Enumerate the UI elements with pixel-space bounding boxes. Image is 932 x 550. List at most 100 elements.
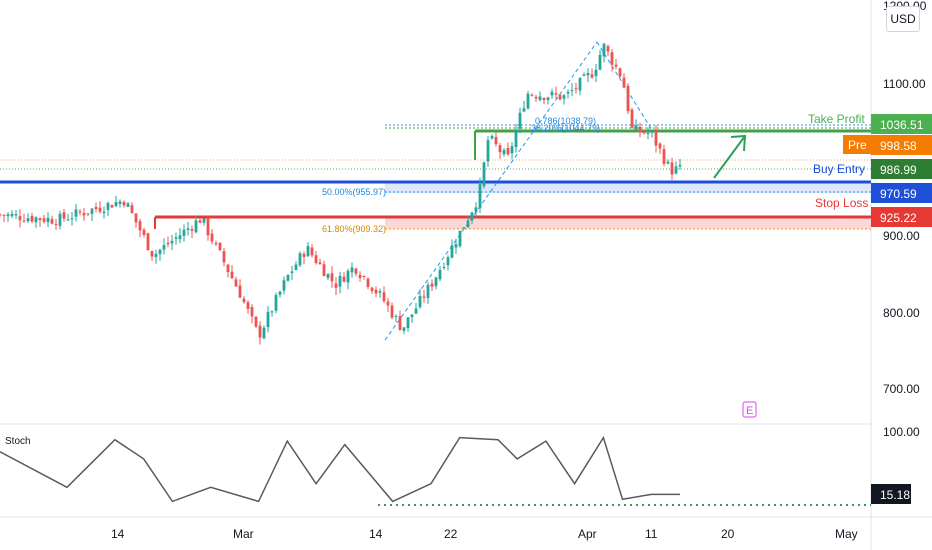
candle-body [634, 125, 638, 130]
buy-entry-price-tag-text: 970.59 [880, 187, 917, 201]
candle-body [434, 277, 438, 287]
current-price-tag [871, 159, 932, 179]
take-profit-price-tag [871, 114, 932, 134]
candle-body [586, 73, 590, 76]
candle-body [446, 257, 450, 266]
currency-selector[interactable]: USD [886, 6, 920, 32]
candle-body [606, 45, 610, 52]
candle-body [610, 52, 614, 65]
event-marker[interactable] [742, 401, 757, 418]
candle-body [102, 211, 106, 214]
candle-body [122, 202, 126, 206]
candle-body [78, 211, 82, 213]
candle-body [94, 206, 98, 209]
candle-body [54, 224, 58, 226]
candle-body [34, 217, 38, 223]
stoch-value-tag-text: 15.18 [880, 488, 910, 502]
candle-body [566, 91, 570, 94]
candle-body [194, 220, 198, 233]
candle-body [6, 214, 10, 217]
candle-body [382, 292, 386, 302]
candle-body [242, 298, 246, 303]
candle-body [2, 214, 6, 216]
time-tick-apr11: 11 [645, 527, 658, 541]
time-tick-feb14: 14 [111, 527, 125, 541]
projection-arrow [713, 135, 746, 179]
candle-body [298, 253, 302, 266]
candle-body [526, 93, 530, 109]
candle-body [334, 283, 338, 288]
candle-body [590, 74, 594, 78]
candle-body [14, 214, 18, 216]
candle-body [478, 184, 482, 209]
candle-body [186, 228, 190, 231]
candle-body [282, 280, 286, 291]
candle-body [470, 212, 474, 221]
candle-body [130, 205, 134, 213]
candle-body [290, 271, 294, 274]
candle-body [438, 269, 442, 280]
candle-body [574, 88, 578, 90]
candle-body [582, 74, 586, 76]
candle-body [314, 255, 318, 264]
candle-body [146, 233, 150, 251]
candle-body [230, 271, 234, 279]
candle-body [142, 229, 146, 235]
candle-body [374, 289, 378, 294]
candle-body [306, 246, 310, 257]
candle-body [638, 126, 642, 133]
current-price-tag-text: 986.99 [880, 163, 917, 177]
candle-body [126, 203, 130, 207]
candle-body [666, 161, 670, 164]
candle-body [174, 237, 178, 239]
candle-body [402, 327, 406, 331]
stoch-label: Stoch [5, 436, 31, 447]
candle-body [530, 94, 534, 96]
candle-body [274, 295, 278, 311]
candle-body [542, 97, 546, 101]
candle-body [450, 245, 454, 258]
candle-body [370, 287, 374, 292]
candle-body [38, 218, 42, 221]
candle-body [42, 218, 46, 222]
candle-body [74, 209, 78, 217]
candle-body [482, 162, 486, 187]
candle-body [494, 136, 498, 145]
pre-badge-label: Pre [848, 138, 867, 152]
candle-body [166, 242, 170, 245]
candle-body [182, 229, 186, 236]
candle-body [278, 291, 282, 295]
candlestick-series [0, 42, 682, 345]
candle-body [326, 273, 330, 278]
candle-body [170, 240, 174, 244]
candle-body [30, 216, 34, 222]
pre-price-tag [871, 135, 932, 155]
candle-body [262, 327, 266, 339]
candle-body [562, 95, 566, 99]
candle-body [22, 220, 26, 222]
candle-body [502, 150, 506, 155]
candle-body [366, 278, 370, 287]
candle-body [498, 145, 502, 153]
candle-body [662, 149, 666, 164]
candle-body [98, 207, 102, 212]
candle-body [358, 274, 362, 278]
candle-body [234, 279, 238, 287]
candle-body [538, 96, 542, 101]
candle-body [58, 213, 62, 226]
candle-body [114, 202, 118, 207]
candle-body [514, 129, 518, 148]
candle-body [246, 302, 250, 309]
candle-body [410, 314, 414, 318]
candle-body [354, 268, 358, 274]
candle-body [110, 205, 114, 208]
candle-body [342, 276, 346, 282]
candle-body [250, 307, 254, 317]
candle-body [62, 212, 66, 219]
stop-loss-label: Stop Loss [815, 196, 868, 210]
candle-body [210, 233, 214, 242]
candle-body [422, 296, 426, 298]
fib-786-label: 0.786(1038.79) [535, 116, 596, 126]
time-tick-mar22: 22 [444, 527, 458, 541]
candle-body [294, 264, 298, 270]
